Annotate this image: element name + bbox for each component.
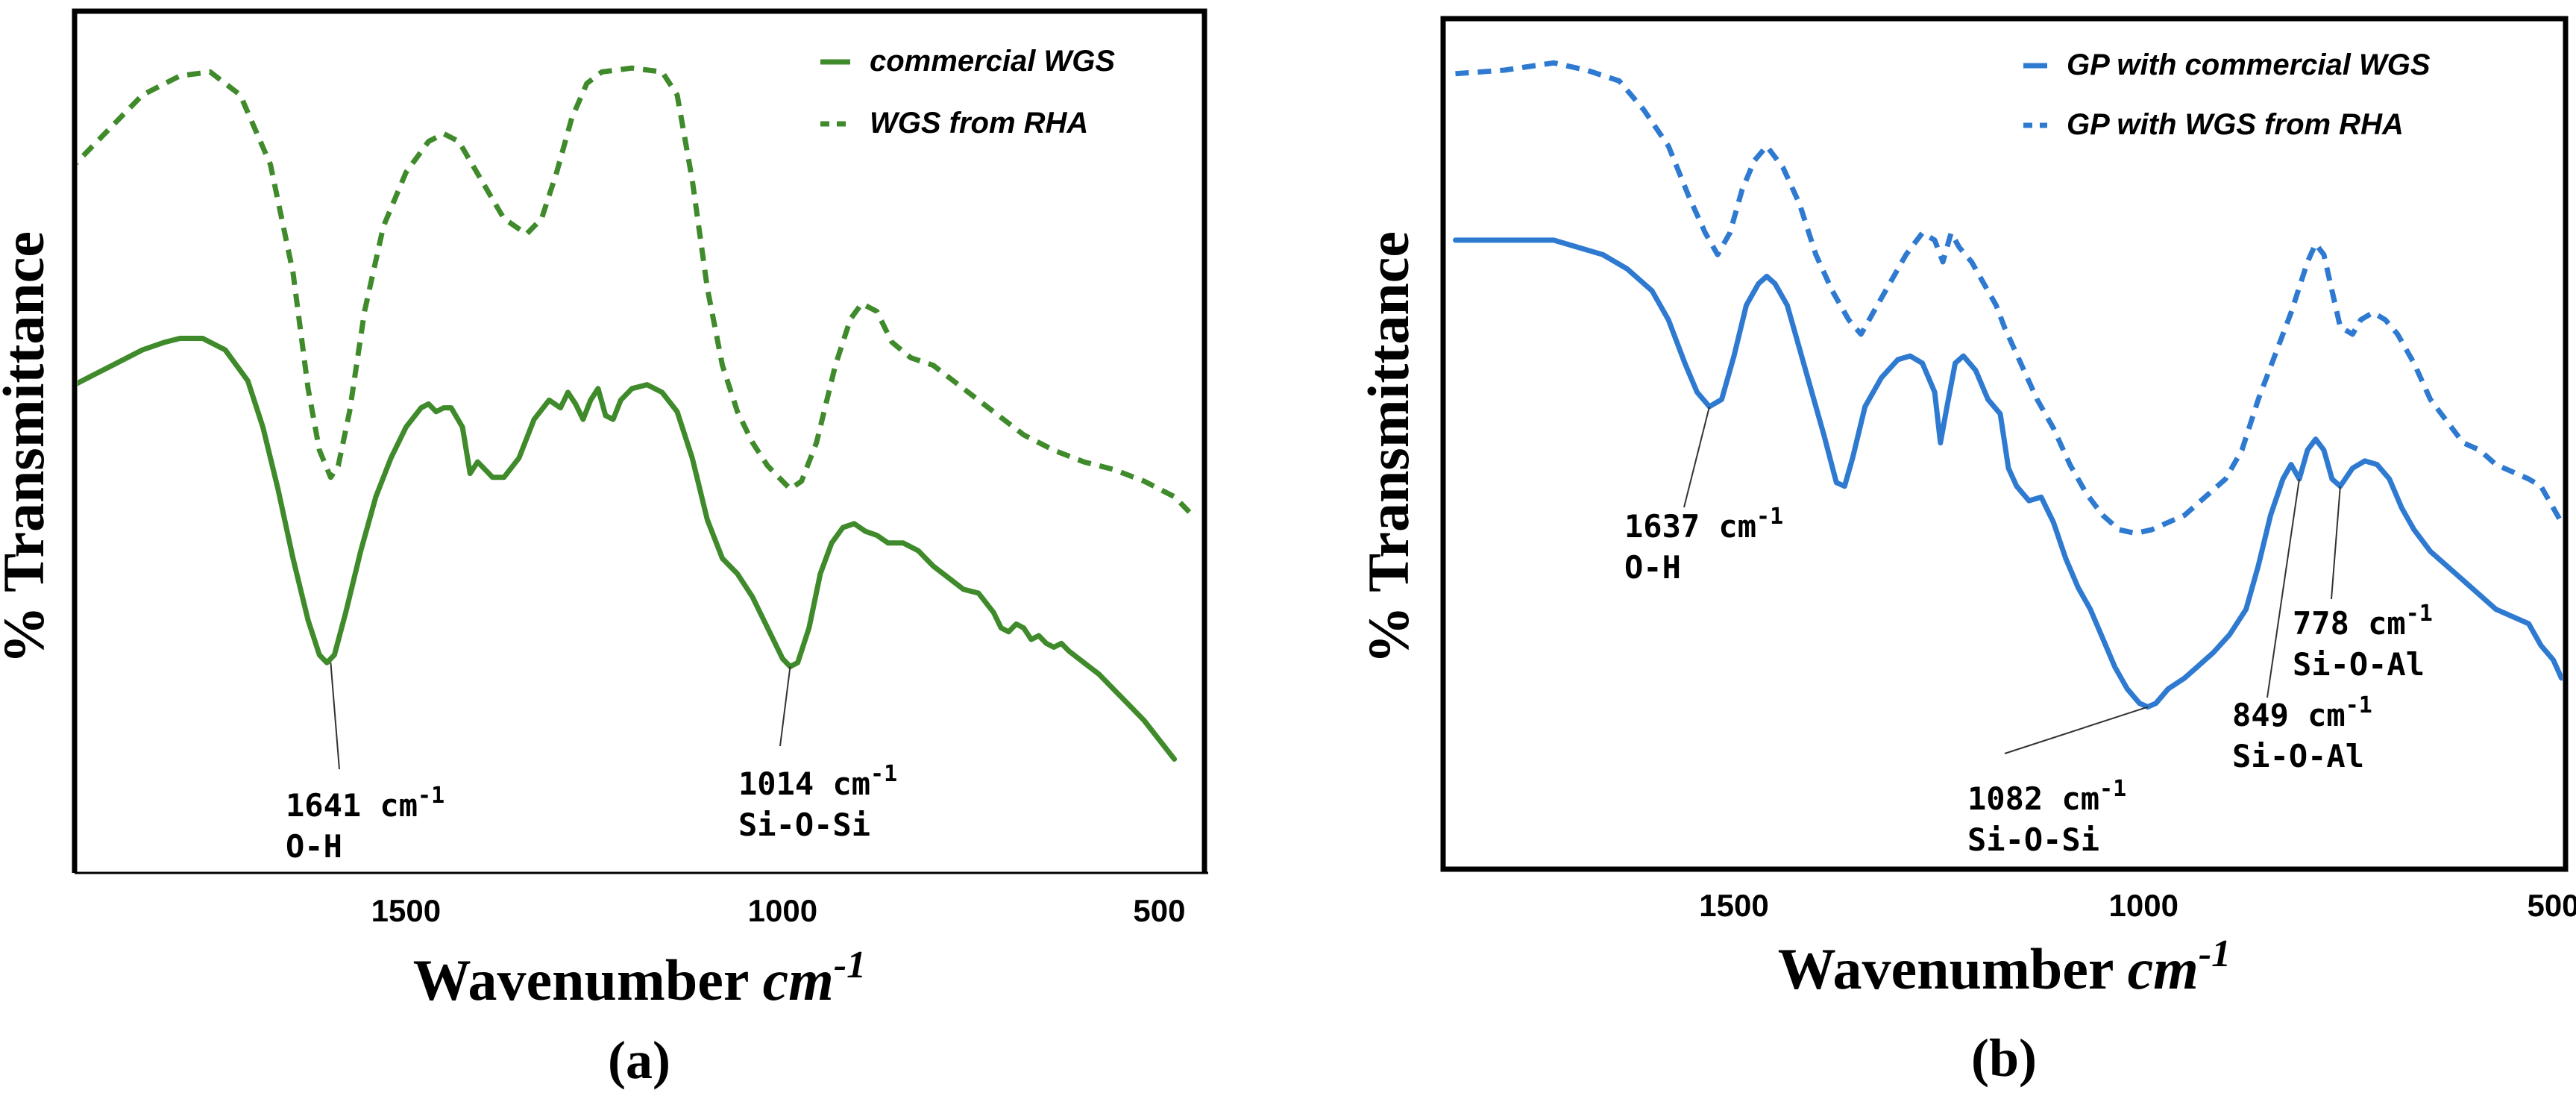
annotation-value: 849 cm: [2232, 697, 2346, 733]
x-axis-label: Wavenumber cm-1: [1778, 933, 2231, 1001]
annotation-exponent: -1: [870, 761, 897, 787]
series-line-solid: [78, 336, 1178, 762]
x-tick-label: 500: [2527, 888, 2576, 923]
annotation-value: 1637 cm: [1624, 508, 1756, 545]
annotation-value: 1014 cm: [738, 765, 870, 802]
annotation-leader-line: [2331, 486, 2341, 600]
x-tick-label: 1000: [2109, 888, 2178, 923]
x-axis-label-unit: cm: [763, 948, 834, 1012]
annotation-exponent: -1: [418, 783, 444, 809]
annotation-leader-line: [2004, 706, 2149, 754]
series-line-solid: [1453, 237, 2563, 710]
annotation-wavenumber: 1082 cm-1: [1967, 776, 2126, 817]
annotation-bond: Si-O-Si: [1967, 821, 2099, 858]
legend-label: GP with commercial WGS: [2067, 48, 2431, 81]
legend-label: GP with WGS from RHA: [2067, 108, 2404, 141]
annotation-exponent: -1: [2406, 601, 2433, 627]
annotation-wavenumber: 1014 cm-1: [738, 761, 897, 802]
legend-label: WGS from RHA: [870, 107, 1088, 140]
panel-label: (a): [608, 1030, 670, 1090]
x-tick-label: 1000: [748, 893, 817, 928]
annotation-leader-line: [779, 666, 791, 747]
legend-label: commercial WGS: [870, 45, 1115, 78]
annotation-leader-line: [1683, 406, 1710, 508]
x-axis-label-exponent: -1: [834, 944, 866, 986]
x-tick-label: 500: [1133, 893, 1185, 928]
annotation-exponent: -1: [1756, 504, 1783, 530]
annotation-leader-line: [2266, 478, 2300, 698]
y-axis-label: % Transmittance: [1356, 231, 1421, 664]
annotation-bond: O-H: [1624, 549, 1681, 586]
x-axis-label-unit: cm: [2128, 936, 2199, 1001]
annotation-exponent: -1: [2099, 776, 2126, 802]
y-axis-label: % Transmittance: [0, 231, 56, 664]
panel-label: (b): [1971, 1028, 2037, 1088]
annotation-exponent: -1: [2346, 692, 2372, 718]
x-axis-label-main: Wavenumber: [1778, 936, 2128, 1001]
annotation-value: 778 cm: [2293, 605, 2406, 642]
annotation-value: 1082 cm: [1967, 780, 2099, 817]
annotation-bond: Si-O-Si: [738, 807, 870, 843]
series-line-dashed: [78, 65, 1192, 514]
annotation-value: 1641 cm: [286, 787, 418, 824]
annotation-bond: Si-O-Al: [2232, 738, 2364, 774]
x-tick-label: 1500: [371, 893, 441, 928]
annotation-bond: O-H: [286, 828, 342, 865]
annotation-bond: Si-O-Al: [2293, 646, 2425, 683]
series-line-dashed: [1455, 60, 2563, 536]
annotation-leader-line: [330, 663, 340, 770]
annotation-wavenumber: 1641 cm-1: [286, 783, 444, 824]
x-axis-label-exponent: -1: [2199, 933, 2231, 975]
x-axis-label: Wavenumber cm-1: [413, 944, 866, 1012]
annotation-wavenumber: 778 cm-1: [2293, 601, 2433, 642]
x-axis-label-main: Wavenumber: [413, 948, 763, 1012]
plot-frame: [72, 8, 1207, 873]
annotation-wavenumber: 1637 cm-1: [1624, 504, 1783, 545]
annotation-wavenumber: 849 cm-1: [2232, 692, 2372, 733]
x-tick-label: 1500: [1699, 888, 1768, 923]
